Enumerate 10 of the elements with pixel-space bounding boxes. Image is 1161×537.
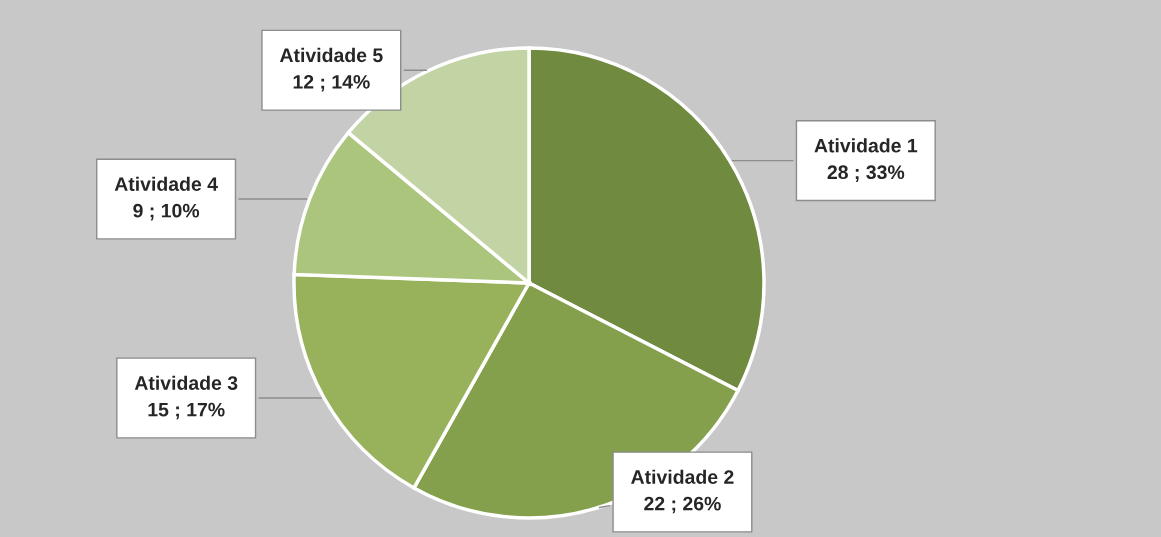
slice-label: Atividade 3 [134,375,238,390]
data-label: 15 ; 17% [148,402,225,420]
slice-label: Atividade 5 [279,47,383,63]
slice-label: Atividade 4 [114,176,218,191]
data-label: 9 ; 10% [133,203,200,221]
data-label: 28 ; 33% [827,165,905,182]
slice-label: Atividade 2 [631,469,734,484]
data-label: 22 ; 26% [644,496,721,514]
slice-label: Atividade 1 [814,138,918,153]
data-label: 12 ; 14% [293,74,370,92]
